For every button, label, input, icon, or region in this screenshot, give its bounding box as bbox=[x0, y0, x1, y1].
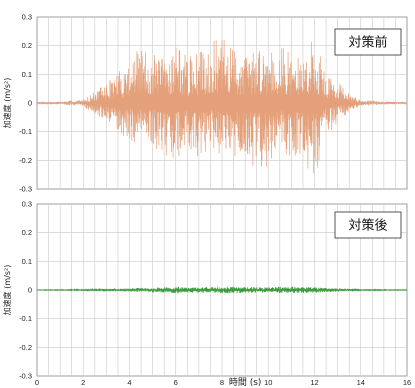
panel-title-box bbox=[334, 211, 402, 239]
panel-title: 対策後 bbox=[348, 218, 387, 234]
y-tick-label: -0.2 bbox=[19, 156, 32, 165]
y-tick-label: -0.1 bbox=[19, 314, 32, 323]
x-tick-label: 4 bbox=[127, 378, 131, 387]
panel-before: 0.3 0.2 0.1 0 -0.1 -0.2 -0.3 加速度 (m/s²) 対策前 bbox=[2, 13, 408, 194]
y-tick-label: 0 bbox=[28, 99, 32, 108]
waveform-series bbox=[36, 39, 408, 174]
panel-title-box bbox=[334, 28, 402, 56]
y-tick-label: 0.1 bbox=[22, 70, 32, 79]
y-tick-label: -0.2 bbox=[19, 343, 32, 352]
panel-after: 0.3 0.2 0.1 0 -0.1 -0.2 -0.3 加速度 (m/s²) 対策後 0 2 4 6 8… bbox=[2, 200, 411, 388]
y-axis-title: 加速度 (m/s²) bbox=[2, 265, 12, 316]
y-tick-label: -0.3 bbox=[19, 185, 32, 194]
x-tick-label: 12 bbox=[310, 378, 318, 387]
x-tick-label: 8 bbox=[220, 378, 224, 387]
y-tick-label: 0 bbox=[28, 286, 32, 295]
x-tick-label: 10 bbox=[264, 378, 272, 387]
y-tick-label: 0.2 bbox=[22, 228, 32, 237]
y-tick-label: 0.2 bbox=[22, 41, 32, 50]
panel-title: 対策前 bbox=[348, 35, 387, 51]
x-tick-label: 2 bbox=[81, 378, 85, 387]
y-tick-label: -0.1 bbox=[19, 127, 32, 136]
x-tick-label: 0 bbox=[35, 378, 39, 387]
y-tick-label: 0.3 bbox=[22, 13, 32, 22]
x-tick-label: 16 bbox=[403, 378, 411, 387]
x-tick-label: 6 bbox=[174, 378, 178, 387]
y-tick-label: 0.1 bbox=[22, 257, 32, 266]
y-tick-label: 0.3 bbox=[22, 200, 32, 209]
x-tick-label: 14 bbox=[357, 378, 365, 387]
y-tick-label: -0.3 bbox=[19, 372, 32, 381]
y-axis-title: 加速度 (m/s²) bbox=[2, 78, 12, 129]
x-axis-title: 時間 (s) bbox=[229, 377, 262, 388]
